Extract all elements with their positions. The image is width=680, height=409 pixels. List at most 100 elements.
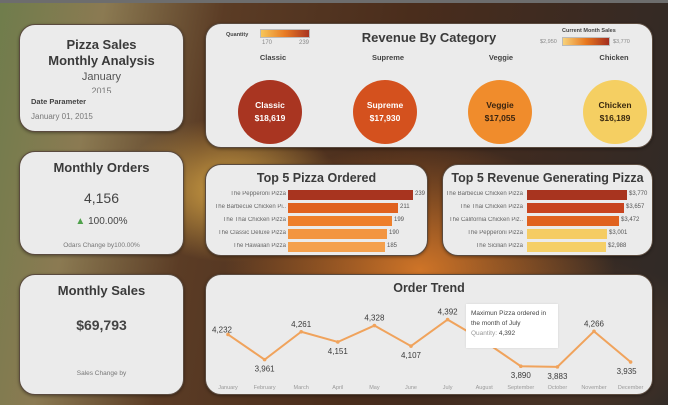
selected-month: January — [81, 71, 122, 83]
orders-change: ▲ 100.00% — [20, 216, 183, 227]
bar-label: The Pepperoni Pizza — [230, 191, 286, 197]
title-line-1: Pizza Sales — [66, 37, 137, 52]
data-label: 4,266 — [584, 319, 605, 328]
trend-point[interactable] — [226, 332, 230, 337]
title-card: Pizza Sales Monthly Analysis January 201… — [19, 24, 184, 132]
bubble-label: Classic — [255, 100, 285, 110]
trend-point[interactable] — [628, 360, 633, 364]
x-axis-tick-label: August — [476, 385, 494, 391]
bar-row[interactable]: The Classic Deluxe Pizza 190 — [206, 229, 427, 240]
top5-ordered-title: Top 5 Pizza Ordered — [256, 171, 377, 185]
quantity-legend-label: Quantity — [226, 32, 249, 38]
bar[interactable] — [288, 242, 385, 252]
bar[interactable] — [527, 229, 607, 239]
bar-row[interactable]: The California Chicken Piz.. $3,472 — [443, 216, 652, 227]
bar-value: $2,988 — [608, 243, 627, 249]
order-trend-title: Order Trend — [393, 281, 465, 295]
trend-point[interactable] — [445, 317, 450, 322]
revenue-by-category-card: Quantity 170 239 Revenue By Category Cur… — [205, 23, 653, 148]
bubble-value: $17,055 — [484, 113, 516, 123]
sales-color-scale — [562, 37, 610, 46]
bar-value: 239 — [415, 191, 426, 197]
bar[interactable] — [288, 203, 398, 213]
data-label: 3,890 — [511, 371, 532, 380]
tooltip-line-1: Maximun Pizza ordered in — [471, 310, 547, 317]
bar-row[interactable]: The Sicilian Pizza $2,988 — [443, 242, 652, 253]
category-bubble-chicken[interactable]: Chicken $16,189 — [583, 80, 647, 144]
triangle-up-icon: ▲ — [75, 216, 86, 227]
bar-row[interactable]: The Thai Chicken Pizza 199 — [206, 216, 427, 227]
category-bubble-supreme[interactable]: Supreme $17,930 — [353, 80, 417, 144]
trend-point[interactable] — [519, 364, 523, 369]
bottom-margin — [0, 405, 680, 409]
title-line-2: Monthly Analysis — [48, 53, 155, 68]
bar-row[interactable]: The Pepperoni Pizza $3,001 — [443, 229, 652, 240]
sales-legend-max: $3,770 — [613, 39, 630, 45]
bar-row[interactable]: The Barbecue Chicken Pizza $3,770 — [443, 190, 652, 201]
bar-label: The Thai Chicken Pizza — [459, 204, 523, 210]
sales-change-note: Sales Change by — [76, 370, 127, 377]
bar[interactable] — [288, 229, 387, 239]
selected-year: 2015 — [91, 86, 112, 93]
top5-revenue-card: Top 5 Revenue Generating Pizza The Barbe… — [442, 164, 653, 256]
sales-legend-label: Current Month Sales — [562, 28, 616, 34]
category-bubble-veggie[interactable]: Veggie $17,055 — [468, 80, 532, 144]
bar-label: The Classic Deluxe Pizza — [217, 230, 286, 236]
category-header-veggie: Veggie — [488, 53, 514, 62]
quantity-color-scale — [260, 29, 310, 38]
bar-value: 185 — [387, 243, 398, 249]
bar-label: The Sicilian Pizza — [475, 243, 523, 249]
monthly-sales-card: Monthly Sales $69,793 Sales Change by — [19, 274, 184, 395]
bar[interactable] — [288, 216, 392, 226]
monthly-sales-value: $69,793 — [76, 317, 127, 333]
bar-label: The Barbecue Chicken Pizza — [445, 191, 523, 197]
trend-point[interactable] — [409, 344, 413, 348]
bar-label: The Pepperoni Pizza — [467, 230, 523, 236]
x-axis-tick-label: November — [581, 385, 607, 391]
bar-row[interactable]: The Barbecue Chicken Pi.. 211 — [206, 203, 427, 214]
data-label: 4,392 — [438, 308, 459, 317]
trend-point[interactable] — [372, 323, 377, 328]
bar[interactable] — [527, 242, 606, 252]
orders-change-note: Odars Change by100.00% — [63, 242, 140, 249]
tooltip-value: 4,392 — [498, 330, 516, 337]
bar[interactable] — [288, 190, 413, 200]
right-margin — [668, 0, 680, 409]
trend-line — [227, 318, 632, 368]
bar-label: The Thai Chicken Pizza — [222, 217, 286, 223]
x-axis-tick-label: February — [254, 385, 276, 391]
bubble-label: Supreme — [366, 100, 404, 110]
bubble-value: $17,930 — [369, 113, 401, 123]
category-header-classic: Classic — [259, 53, 287, 62]
x-axis-tick-label: January — [218, 385, 238, 391]
trend-point[interactable] — [592, 329, 596, 334]
quantity-legend-max: 239 — [299, 40, 310, 46]
category-header-supreme: Supreme — [371, 53, 405, 62]
monthly-orders-value: 4,156 — [83, 190, 120, 206]
tooltip-key: Quantity: — [471, 330, 498, 337]
category-header-chicken: Chicken — [599, 53, 629, 62]
bar-value: $3,472 — [621, 217, 640, 223]
trend-point[interactable] — [299, 329, 303, 334]
bar[interactable] — [527, 216, 619, 226]
bar[interactable] — [527, 190, 627, 200]
category-bubble-classic[interactable]: Classic $18,619 — [238, 80, 302, 144]
x-axis-tick-label: June — [405, 385, 417, 391]
data-label: 3,935 — [617, 367, 638, 376]
x-axis-tick-label: March — [294, 385, 309, 391]
top5-revenue-title: Top 5 Revenue Generating Pizza — [451, 171, 644, 185]
date-parameter-input[interactable]: January 01, 2015 — [31, 112, 93, 121]
bar-row[interactable]: The Thai Chicken Pizza $3,657 — [443, 203, 652, 214]
trend-point[interactable] — [336, 340, 340, 344]
quantity-legend-min: 170 — [262, 40, 273, 46]
monthly-orders-card: Monthly Orders 4,156 ▲ 100.00% Odars Cha… — [19, 151, 184, 255]
trend-point[interactable] — [555, 365, 560, 369]
bar[interactable] — [527, 203, 624, 213]
data-label: 4,328 — [364, 314, 385, 323]
bar-row[interactable]: The Hawaiian Pizza 185 — [206, 242, 427, 253]
x-axis-tick-label: October — [548, 385, 568, 391]
bar-row[interactable]: The Pepperoni Pizza 239 — [206, 190, 427, 201]
trend-point[interactable] — [262, 357, 267, 362]
bar-label: The Hawaiian Pizza — [232, 243, 286, 249]
bar-value: 199 — [394, 217, 405, 223]
